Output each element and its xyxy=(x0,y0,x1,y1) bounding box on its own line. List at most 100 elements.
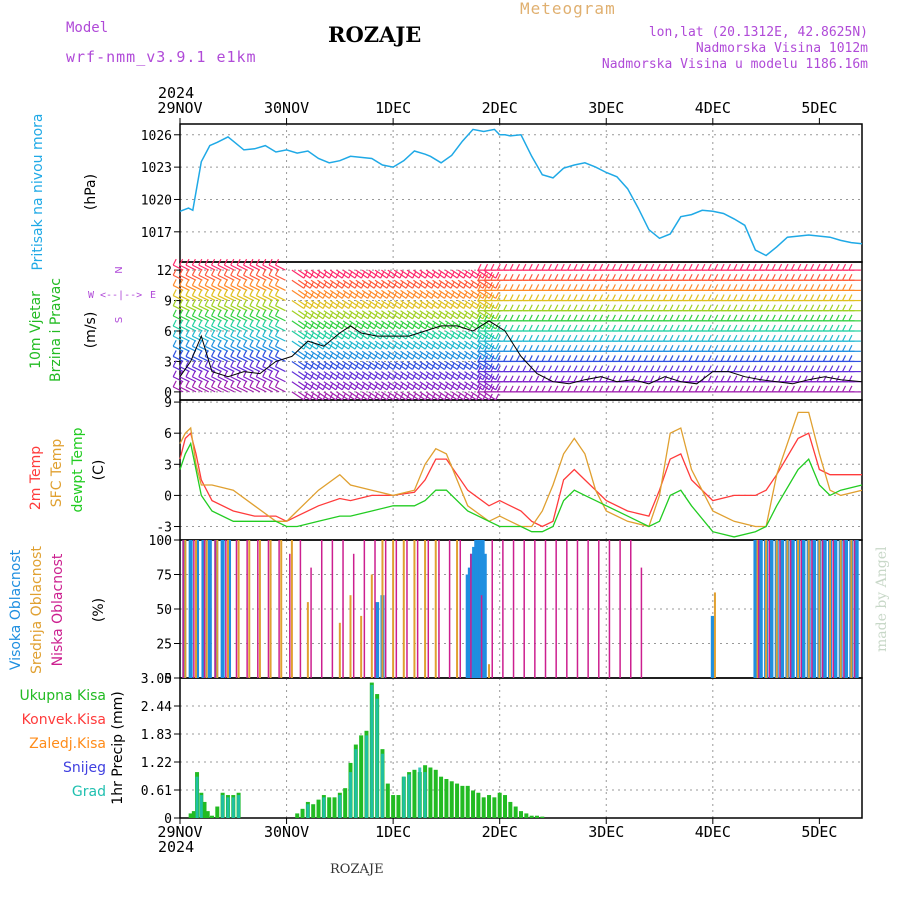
wind-barb-flag xyxy=(249,319,254,327)
wind-barb-flag xyxy=(605,365,610,372)
wind-barb-flag xyxy=(771,345,776,352)
wind-barb xyxy=(476,300,490,310)
low-cloud-bar xyxy=(843,540,845,678)
wind-barb xyxy=(393,350,407,360)
wind-barb-flag xyxy=(803,345,808,352)
x-tick-label-top: 5DEC xyxy=(801,99,837,117)
wind-barb-flag xyxy=(547,304,552,311)
model-altitude: Nadmorska Visina u modelu 1186.16m xyxy=(601,57,868,72)
wind-barb-flag xyxy=(624,284,629,291)
wind-barb-flag xyxy=(236,319,241,327)
wind-barb-flag xyxy=(490,334,495,342)
wind-barb xyxy=(361,381,375,391)
wind-barb-flag xyxy=(797,375,802,383)
wind-barb-flag xyxy=(217,340,222,347)
wind-barb xyxy=(192,295,203,302)
wind-barb-flag xyxy=(560,273,565,281)
wind-barb-flag xyxy=(567,314,572,322)
wind-barb-flag xyxy=(179,289,184,296)
wind-barb xyxy=(425,269,439,279)
high-cloud-bar xyxy=(854,540,859,678)
wind-barb-flag xyxy=(236,289,241,296)
wind-barb-flag xyxy=(752,304,757,311)
wind-barb xyxy=(256,366,267,373)
wind-barb-flag xyxy=(720,345,725,352)
mid-cloud-bar xyxy=(434,540,437,678)
wind-barb xyxy=(368,371,381,381)
low-cloud-bar xyxy=(832,540,834,678)
wind-barb-flag xyxy=(490,375,495,383)
wind-barb-flag xyxy=(842,375,847,383)
wind-barb-flag xyxy=(758,385,763,393)
wind-barb xyxy=(342,300,356,310)
wind-barb xyxy=(236,284,248,291)
wind-barb-flag xyxy=(179,299,184,306)
wind-barb-flag xyxy=(816,355,821,362)
wind-barb-flag xyxy=(631,284,636,291)
wind-barb xyxy=(413,360,426,370)
wind-barb xyxy=(432,371,445,381)
wind-barb xyxy=(355,381,369,391)
wind-barb xyxy=(249,315,261,322)
high-cloud-bar xyxy=(182,540,187,678)
wind-barb xyxy=(230,264,242,271)
wind-barb-flag xyxy=(624,355,629,362)
wind-barb-flag xyxy=(268,350,273,357)
wind-barb xyxy=(192,305,203,312)
wind-barb-flag xyxy=(483,334,489,342)
wind-barb-flag xyxy=(490,314,495,322)
wind-barb-flag xyxy=(223,329,228,337)
wind-barb-flag xyxy=(726,334,731,342)
wind-barb xyxy=(249,325,261,332)
wind-barb-flag xyxy=(495,332,500,340)
wind-barb xyxy=(192,284,203,291)
wind-barb-flag xyxy=(522,324,527,332)
wind-barb xyxy=(413,340,426,350)
x-tick-label-bottom: 30NOV xyxy=(264,823,309,841)
wind-barb-flag xyxy=(579,304,584,311)
wind-barb-flag xyxy=(541,365,546,372)
wind-barb xyxy=(256,345,267,352)
wind-barb xyxy=(236,305,248,312)
wind-barb xyxy=(262,264,273,271)
wind-barb xyxy=(355,391,369,401)
wind-barb xyxy=(310,371,324,381)
wind-barb xyxy=(211,335,222,342)
wind-barb xyxy=(387,320,401,330)
wind-barb xyxy=(323,289,337,299)
wind-barb-flag xyxy=(477,263,482,271)
wind-barb xyxy=(374,360,388,370)
wind-barb-flag xyxy=(172,299,177,306)
wind-barb-flag xyxy=(822,314,827,322)
wind-barb xyxy=(381,350,394,360)
wind-barb-flag xyxy=(573,355,578,362)
wind-barb-flag xyxy=(739,273,744,281)
wind-barb-flag xyxy=(637,263,642,271)
wind-barb-flag xyxy=(522,365,527,372)
high-cloud-bar xyxy=(822,540,827,678)
wind-barb xyxy=(451,340,465,350)
wind-barb xyxy=(268,264,280,271)
mid-cloud-bar xyxy=(248,540,251,678)
ylabel-pressure: Pritisak na nivou mora xyxy=(30,113,46,270)
wind-barb xyxy=(217,305,229,312)
wind-barb-flag xyxy=(599,263,604,271)
total-precip-bar xyxy=(412,769,417,818)
wind-barb xyxy=(317,279,330,289)
wind-barb xyxy=(317,371,330,381)
wind-barb xyxy=(329,320,343,330)
wind-barb-flag xyxy=(495,281,500,289)
x-tick-label-bottom: 3DEC xyxy=(588,823,624,841)
high-cloud-bar xyxy=(195,540,200,678)
wind-barb-flag xyxy=(784,385,789,393)
wind-barb-flag xyxy=(816,304,821,311)
wind-barb-flag xyxy=(656,334,661,342)
wind-barb-flag xyxy=(790,294,795,301)
wind-barb-flag xyxy=(185,329,190,337)
compass-n: N xyxy=(114,266,125,273)
wind-barb-flag xyxy=(637,355,642,362)
wind-barb xyxy=(268,386,280,393)
wind-barb-flag xyxy=(230,319,235,327)
wind-barb xyxy=(393,391,407,401)
wind-barb-flag xyxy=(758,355,763,362)
